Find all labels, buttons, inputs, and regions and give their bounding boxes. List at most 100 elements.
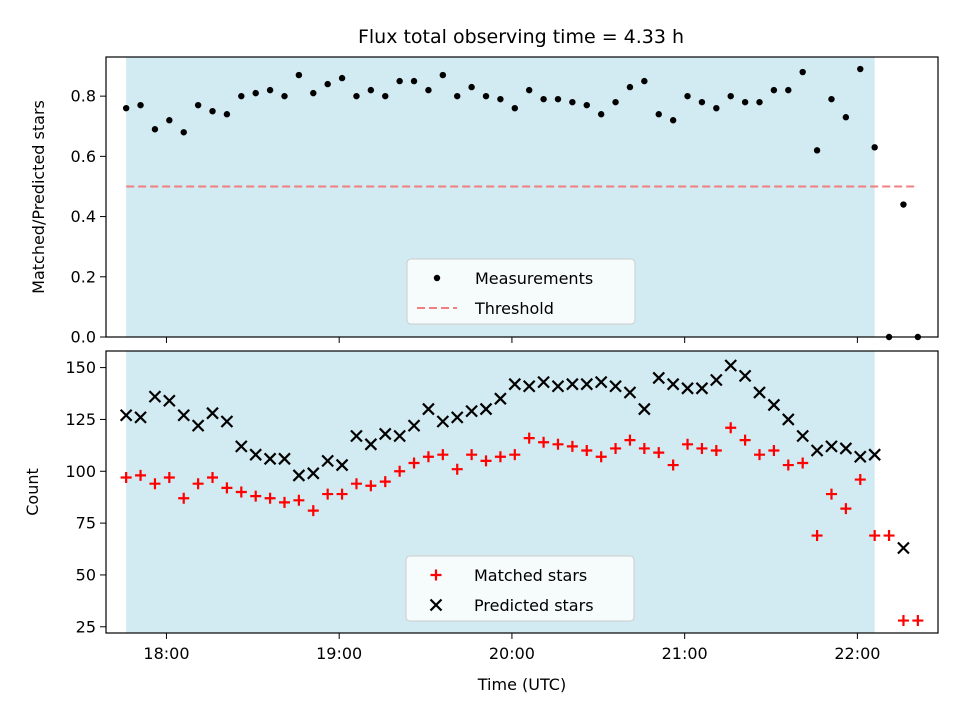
measurement-point — [612, 98, 619, 106]
measurement-point — [137, 101, 144, 109]
matched-star-point — [725, 422, 737, 434]
measurement-point — [238, 92, 245, 100]
measurement-point — [454, 92, 461, 100]
predicted-star-point — [551, 379, 565, 393]
measurement-point — [367, 86, 375, 94]
predicted-star-point — [767, 398, 781, 412]
matched-star-point — [840, 503, 852, 515]
matched-star-point — [278, 496, 290, 508]
predicted-star-point — [364, 438, 378, 451]
predicted-star-point — [695, 382, 709, 395]
legend-marker-plus — [430, 569, 442, 581]
y-tick-label: 25 — [76, 617, 96, 636]
y-tick-label: 50 — [76, 565, 96, 584]
matched-stars-series — [120, 422, 924, 627]
matched-star-point — [235, 486, 247, 498]
predicted-star-point — [292, 469, 306, 482]
measurement-point — [756, 98, 763, 106]
measurement-point — [597, 111, 605, 118]
legend-marker-dot — [433, 274, 441, 282]
measurement-point — [353, 92, 360, 100]
measurement-point — [439, 71, 447, 79]
y-tick-label: 125 — [65, 410, 96, 429]
measurement-point — [209, 107, 216, 115]
matched-star-point — [854, 474, 866, 486]
matched-star-point — [365, 480, 377, 492]
matched-star-point — [336, 488, 348, 500]
legend-label: Measurements — [475, 269, 593, 288]
predicted-star-point — [407, 419, 421, 432]
chart-title: Flux total observing time = 4.33 h — [358, 26, 684, 48]
predicted-star-point — [249, 448, 262, 461]
matched-star-point — [192, 478, 204, 490]
matched-star-point — [710, 445, 722, 457]
matched-star-point — [883, 530, 895, 542]
predicted-star-point — [278, 452, 291, 466]
matched-star-point — [120, 471, 132, 483]
predicted-star-point — [508, 377, 522, 391]
predicted-star-point — [235, 440, 248, 453]
measurement-point — [525, 86, 533, 94]
matched-star-point — [811, 530, 823, 542]
matched-star-point — [264, 492, 276, 504]
predicted-star-point — [623, 386, 637, 399]
x-tick-label: 20:00 — [489, 644, 535, 663]
predicted-star-point — [378, 427, 392, 441]
predicted-star-point — [465, 404, 478, 418]
measurement-point — [770, 86, 778, 94]
measurement-point — [641, 77, 648, 85]
measurement-point — [425, 86, 432, 94]
matched-star-point — [797, 457, 809, 469]
bottom-axes-frame — [105, 350, 939, 634]
measurement-point — [554, 95, 562, 103]
measurement-point — [338, 74, 346, 82]
predicted-star-point — [522, 379, 536, 393]
bottom-y-axis-ticks: 25 50 75 100 125 150 — [65, 358, 106, 636]
measurement-point — [310, 89, 317, 97]
measurement-point — [727, 92, 734, 100]
matched-star-point — [768, 445, 780, 457]
matched-star-point — [523, 432, 535, 444]
measurement-point — [655, 111, 662, 118]
predicted-star-point — [494, 392, 507, 405]
measurement-point — [266, 86, 274, 94]
top-legend: Measurements Threshold — [406, 258, 636, 325]
legend-box — [406, 258, 636, 325]
matched-star-point — [638, 442, 650, 454]
matched-star-point — [322, 488, 334, 500]
x-tick-label: 22:00 — [834, 644, 880, 663]
predicted-star-point — [220, 415, 234, 428]
predicted-star-point — [321, 454, 334, 468]
predicted-star-point — [134, 411, 147, 424]
measurement-point — [799, 68, 806, 76]
y-tick-label: 75 — [76, 514, 96, 533]
predicted-star-point — [681, 382, 694, 395]
predicted-star-point — [177, 409, 191, 422]
matched-star-point — [451, 463, 463, 475]
measurement-point — [166, 117, 173, 124]
measurement-point — [785, 86, 792, 94]
predicted-star-point — [163, 394, 176, 408]
top-y-axis-ticks: 0.0 0.2 0.4 0.6 0.8 — [71, 87, 106, 347]
top-x-axis-ticks — [165, 337, 858, 343]
matched-star-point — [610, 442, 622, 454]
matched-star-point — [394, 465, 406, 477]
measurement-point — [511, 104, 519, 112]
bottom-x-axis-label: Time (UTC) — [477, 675, 566, 694]
predicted-star-point — [436, 415, 450, 428]
matched-star-point — [149, 478, 161, 490]
top-y-axis-label: Matched/Predicted stars — [29, 100, 48, 294]
predicted-star-point — [724, 359, 737, 372]
matched-star-point — [509, 449, 521, 461]
matched-star-point — [163, 471, 175, 483]
measurement-point — [569, 98, 576, 106]
y-tick-label: 150 — [65, 358, 96, 377]
matched-star-point — [552, 438, 564, 450]
measurement-point — [741, 98, 749, 106]
measurement-point — [382, 92, 389, 100]
matched-star-point — [682, 438, 694, 450]
measurement-point — [180, 129, 187, 136]
y-tick-label: 100 — [65, 462, 96, 481]
y-tick-label: 0.8 — [71, 87, 96, 106]
predicted-star-point — [810, 444, 824, 457]
